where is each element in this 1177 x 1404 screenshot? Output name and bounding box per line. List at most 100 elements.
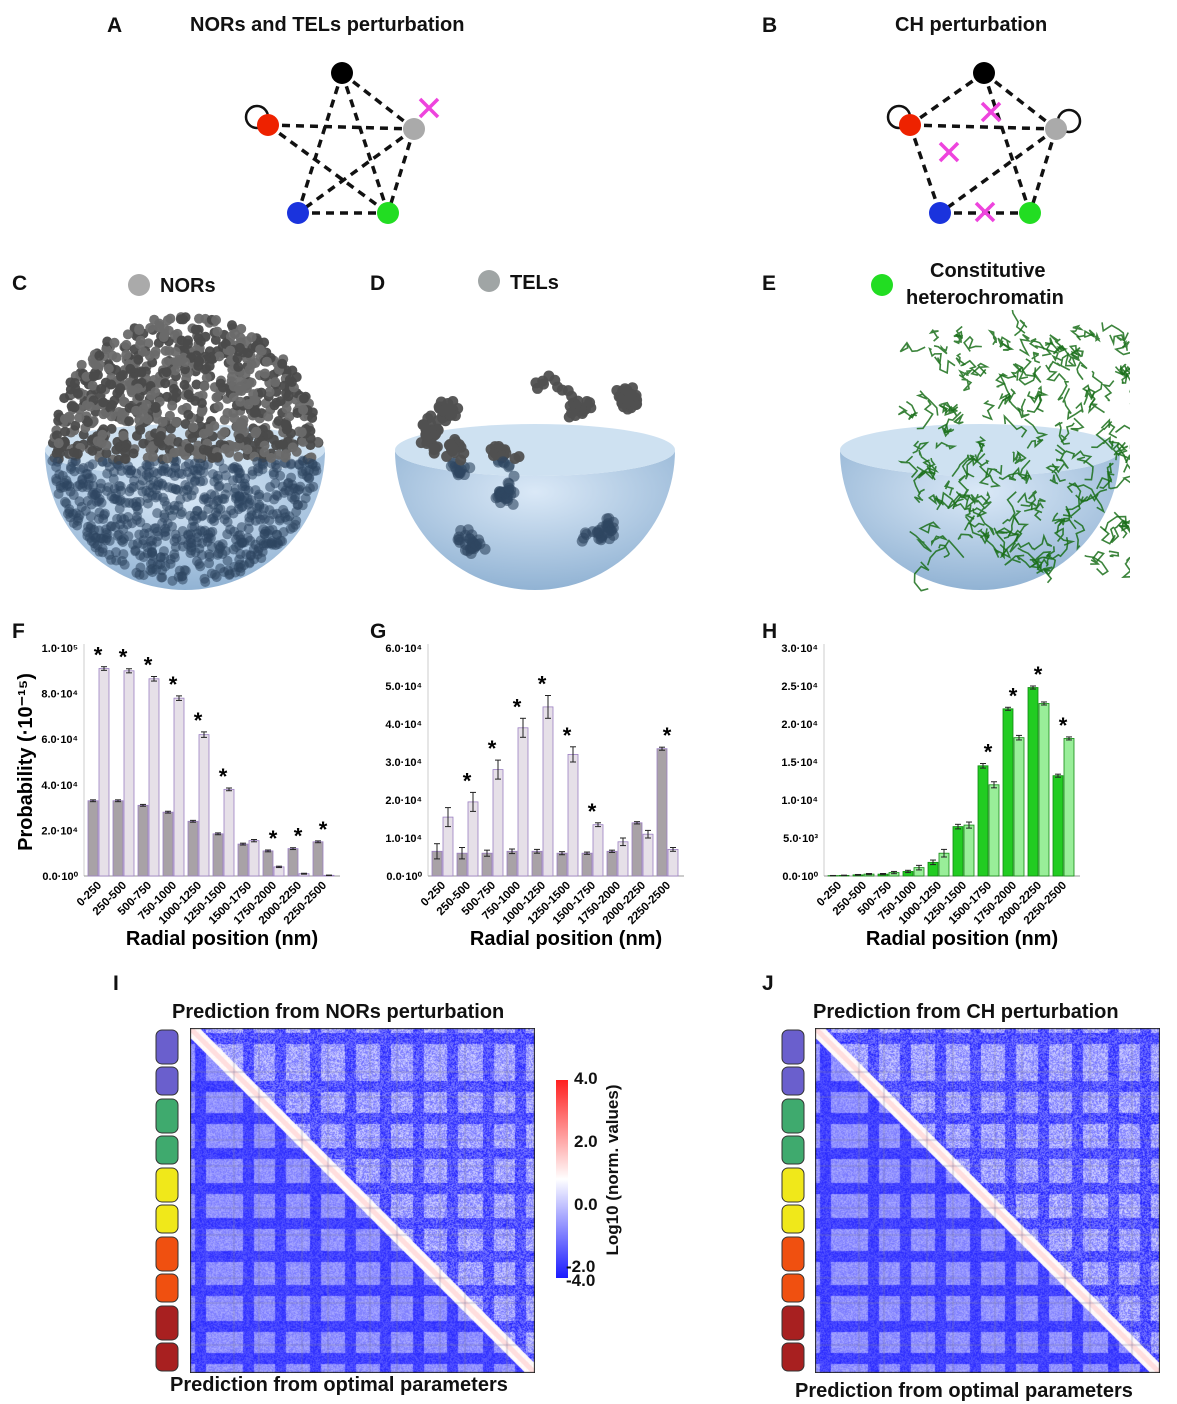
bar [98,668,110,877]
ch-legend-icon [871,274,893,296]
x-axis-title: Radial position (nm) [470,928,662,950]
chromosome-ideogram-j [781,1029,805,1372]
significance-star: * [219,764,228,789]
bar [162,811,174,877]
heatmap-j-bottom-title: Prediction from optimal parameters [795,1380,1133,1402]
bar [642,833,654,877]
bar [506,850,518,877]
y-tick-label: 1.5·10⁴ [781,757,818,769]
chromosome-arm [781,1236,805,1272]
bar [212,833,224,877]
chromosome-arm [155,1305,179,1341]
node-green [377,202,399,224]
bar [198,734,210,877]
bar [492,769,504,877]
bar [273,866,285,877]
chromosome-arm [155,1029,179,1065]
bar [581,852,593,877]
bar [237,843,249,877]
bar [592,824,604,877]
node-gray [1045,118,1067,140]
significance-star: * [269,826,278,851]
network-diagram-b [886,62,1082,224]
bar [467,801,479,877]
y-tick-label: 0.0·10⁰ [782,871,818,883]
cross-icon [938,101,1002,223]
colorbar-tick-0: 4.0 [574,1069,598,1088]
chromosome-arm [781,1167,805,1203]
bar [667,848,679,877]
bar [567,753,579,877]
y-tick-label: 8.0·10⁴ [41,689,78,701]
heatmap-i-top-title: Prediction from NORs perturbation [172,1001,505,1023]
panel-a-title: NORs and TELs perturbation [190,14,465,36]
panel-label-g: G [370,620,387,643]
chromosome-arm [155,1167,179,1203]
chromosome-arm [781,1029,805,1065]
significance-star: * [1059,713,1068,738]
y-tick-label: 0.0·10⁰ [42,871,78,883]
chromosome-arm [155,1273,179,1303]
x-axis-title: Radial position (nm) [866,928,1058,950]
significance-star: * [513,694,522,719]
heatmap-j-top-title: Prediction from CH perturbation [813,1001,1119,1023]
nuclear-sphere-nors [45,312,325,590]
colorbar-tick-3: -2.0 [566,1257,596,1276]
significance-star: * [588,799,597,824]
bar-chart-tels: 0.0·10⁰ 1.0·10⁴ 2.0·10⁴ 3.0·10⁴ 4.0·10⁴ 5.0·1… [385,643,684,950]
significance-star: * [1009,683,1018,708]
bar [173,697,185,877]
node-black [973,62,995,84]
y-tick-label: 2.0·10⁴ [781,719,818,731]
colorbar-label: Log10 (norm. values) [603,1084,622,1256]
chromosome-arm [781,1204,805,1234]
y-tick-label: 4.0·10⁴ [41,780,78,792]
nuclear-sphere-ch [840,310,1130,592]
bar [617,841,629,877]
contact-heatmap-i [190,1028,535,1373]
bar [287,848,299,877]
significance-star: * [488,736,497,761]
bar [1052,775,1064,877]
colorbar-tick-4: -4.0 [566,1271,596,1290]
chromosome-arm [781,1273,805,1303]
significance-star: * [463,768,472,793]
bar [137,804,149,877]
y-tick-label: 2.5·10⁴ [781,681,818,693]
significance-star: * [1034,662,1043,687]
panel-label-c: C [12,272,28,295]
legend-nors: NORs [160,275,216,297]
chromosome-ideogram-i [155,1029,179,1372]
node-gray [403,118,425,140]
legend-ch-line2: heterochromatin [906,287,1064,309]
panel-label-f: F [12,620,25,643]
hemisphere-rim [840,424,1120,476]
significance-star: * [194,708,203,733]
bar [1027,687,1039,877]
bar [952,826,964,877]
x-axis-title: Radial position (nm) [126,928,318,950]
node-blue [929,202,951,224]
node-red [899,114,921,136]
tels-legend-icon [478,270,500,292]
chromosome-arm [155,1236,179,1272]
bar [1038,703,1050,877]
bar-chart-ch: 0.0·10⁰ 5.0·10³ 1.0·10⁴ 1.5·10⁴ 2.0·10⁴ 2.5·1… [781,643,1080,950]
y-tick-label: 3.0·10⁴ [385,757,422,769]
nuclear-sphere-tels [395,370,675,590]
y-tick-label: 3.0·10⁴ [781,643,818,655]
significance-star: * [663,723,672,748]
chromosome-arm [155,1204,179,1234]
contact-heatmap-j [815,1028,1160,1373]
bar [112,800,124,877]
bar [542,706,554,877]
significance-star: * [984,740,993,765]
significance-star: * [319,817,328,842]
bar [606,850,618,877]
chromosome-arm [781,1135,805,1165]
colorbar [556,1080,568,1278]
panel-label-b: B [762,14,778,37]
y-axis-title: Probability (·10⁻¹⁵) [15,673,37,851]
node-green [1019,202,1041,224]
bar [631,822,643,877]
